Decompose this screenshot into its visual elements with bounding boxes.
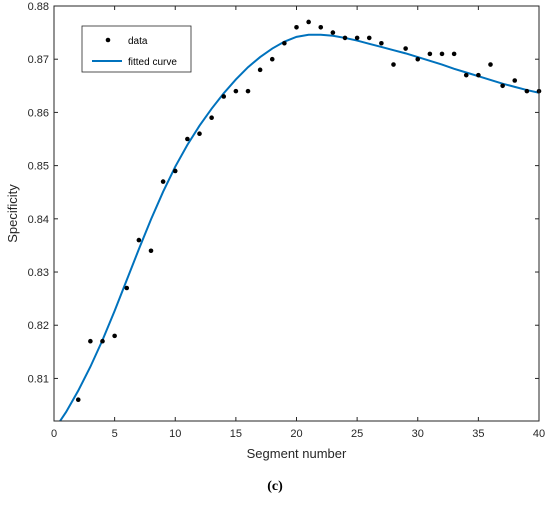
data-point xyxy=(221,94,227,99)
data-point xyxy=(366,35,372,41)
data-point xyxy=(415,56,421,62)
x-tick-label: 0 xyxy=(51,428,57,440)
legend-box xyxy=(81,25,192,73)
data-point xyxy=(294,24,299,30)
legend-data-label: data xyxy=(128,36,148,47)
data-point xyxy=(136,237,142,243)
y-tick-label: 0.88 xyxy=(28,1,49,13)
y-axis-label: Specificity xyxy=(5,184,20,243)
data-point xyxy=(124,285,130,291)
x-tick-label: 10 xyxy=(169,428,181,440)
data-point xyxy=(318,24,324,30)
y-tick-label: 0.82 xyxy=(28,320,49,332)
data-point xyxy=(488,62,493,67)
x-axis-label: Segment number xyxy=(247,446,347,461)
y-tick-label: 0.81 xyxy=(28,373,49,385)
data-point xyxy=(306,19,311,25)
data-point xyxy=(269,56,275,62)
data-point xyxy=(160,179,166,184)
data-point xyxy=(403,46,408,51)
data-point xyxy=(427,51,433,57)
x-tick-label: 25 xyxy=(351,428,363,440)
figure-caption: (c) xyxy=(267,479,283,494)
data-point xyxy=(148,248,154,254)
legend: data fitted curve xyxy=(81,25,192,73)
data-point xyxy=(233,88,239,94)
data-point xyxy=(245,88,251,94)
x-tick-label: 30 xyxy=(412,428,424,440)
data-point xyxy=(197,131,202,136)
legend-fit-label: fitted curve xyxy=(128,57,177,68)
x-tick-label: 35 xyxy=(472,428,484,440)
y-ticks: 0.81 0.82 0.83 0.84 0.85 0.86 0.87 0.88 xyxy=(28,1,539,385)
data-point xyxy=(524,88,530,94)
data-point xyxy=(476,72,481,78)
x-ticks: 0 5 10 15 20 25 30 35 40 xyxy=(51,6,545,440)
data-point xyxy=(463,72,469,78)
x-tick-label: 40 xyxy=(533,428,545,440)
data-point xyxy=(354,35,360,41)
data-point xyxy=(88,338,93,344)
data-point xyxy=(185,136,190,142)
legend-data-marker xyxy=(105,37,111,43)
plot-area xyxy=(54,6,539,421)
data-point xyxy=(439,51,445,57)
data-point xyxy=(75,397,81,403)
data-point xyxy=(100,338,105,344)
fitted-curve-layer xyxy=(59,33,539,421)
data-point xyxy=(512,78,518,83)
y-tick-label: 0.84 xyxy=(28,214,49,226)
data-point xyxy=(257,67,263,73)
data-point xyxy=(282,40,287,46)
data-point xyxy=(342,35,348,41)
data-point xyxy=(451,51,457,57)
x-tick-label: 15 xyxy=(230,428,242,440)
data-point xyxy=(379,40,384,46)
data-point xyxy=(172,168,178,174)
data-points-layer xyxy=(75,19,542,403)
y-tick-label: 0.85 xyxy=(28,161,49,173)
y-tick-label: 0.86 xyxy=(28,107,49,119)
x-tick-label: 20 xyxy=(290,428,302,440)
data-point xyxy=(391,62,396,67)
data-point xyxy=(500,83,505,89)
y-tick-label: 0.87 xyxy=(28,54,49,66)
data-point xyxy=(112,333,117,339)
data-point xyxy=(209,115,214,121)
fitted-curve-line xyxy=(59,33,539,421)
x-tick-label: 5 xyxy=(112,428,118,440)
y-tick-label: 0.83 xyxy=(28,267,49,279)
data-point xyxy=(330,30,336,35)
